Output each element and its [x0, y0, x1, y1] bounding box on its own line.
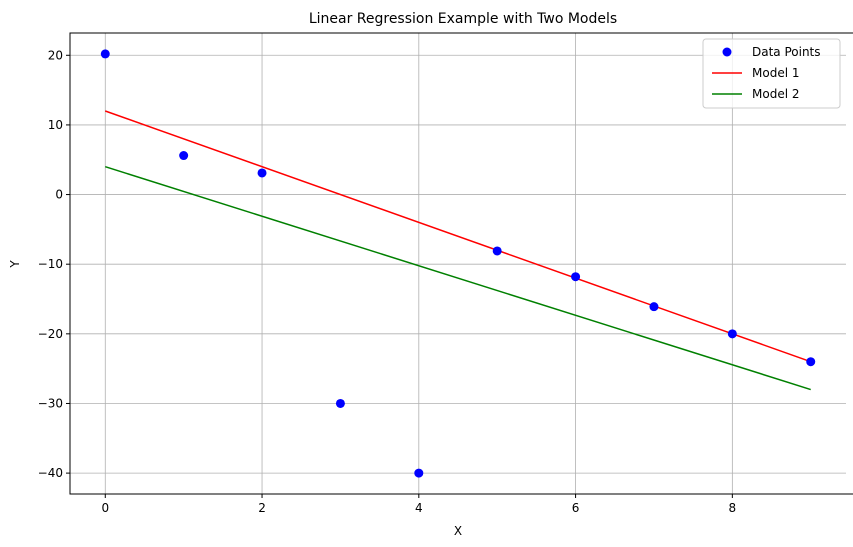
- y-tick-label: −20: [38, 327, 63, 341]
- legend-label-data-points: Data Points: [752, 45, 821, 59]
- data-point: [257, 168, 267, 178]
- y-tick-label: 10: [48, 118, 63, 132]
- data-point: [179, 151, 189, 161]
- x-tick-label: 0: [101, 501, 109, 515]
- plot-area: [100, 49, 816, 478]
- y-axis-label: Y: [8, 260, 22, 269]
- series-line-model-2: [105, 165, 811, 391]
- legend: Data Points Model 1 Model 2: [702, 38, 841, 109]
- y-tick-label: −10: [38, 257, 63, 271]
- data-point: [806, 357, 816, 367]
- x-tick-label: 8: [729, 501, 737, 515]
- plot-frame: [69, 32, 853, 495]
- legend-label-model-2: Model 2: [752, 87, 799, 101]
- data-point: [649, 302, 659, 312]
- legend-label-model-1: Model 1: [752, 66, 799, 80]
- x-axis-label: X: [454, 524, 462, 538]
- data-point: [727, 329, 737, 339]
- y-axis: −40 −30 −20 −10 0 10 20: [38, 48, 70, 480]
- data-point: [100, 49, 110, 59]
- y-tick-label: 20: [48, 48, 63, 62]
- series-line-model-1: [105, 110, 811, 363]
- y-tick-label: −40: [38, 466, 63, 480]
- grid: [70, 33, 846, 494]
- x-tick-label: 2: [258, 501, 266, 515]
- legend-box: [702, 38, 841, 109]
- y-tick-label: 0: [55, 188, 63, 202]
- data-point: [571, 272, 581, 282]
- chart-title: Linear Regression Example with Two Model…: [309, 11, 617, 27]
- x-tick-label: 4: [415, 501, 423, 515]
- x-tick-label: 6: [572, 501, 580, 515]
- data-point: [414, 468, 424, 478]
- legend-scatter-marker: [722, 47, 732, 57]
- x-axis: 0 2 4 6 8: [101, 494, 736, 515]
- y-tick-label: −30: [38, 396, 63, 410]
- data-point: [492, 246, 502, 256]
- data-point: [335, 398, 345, 408]
